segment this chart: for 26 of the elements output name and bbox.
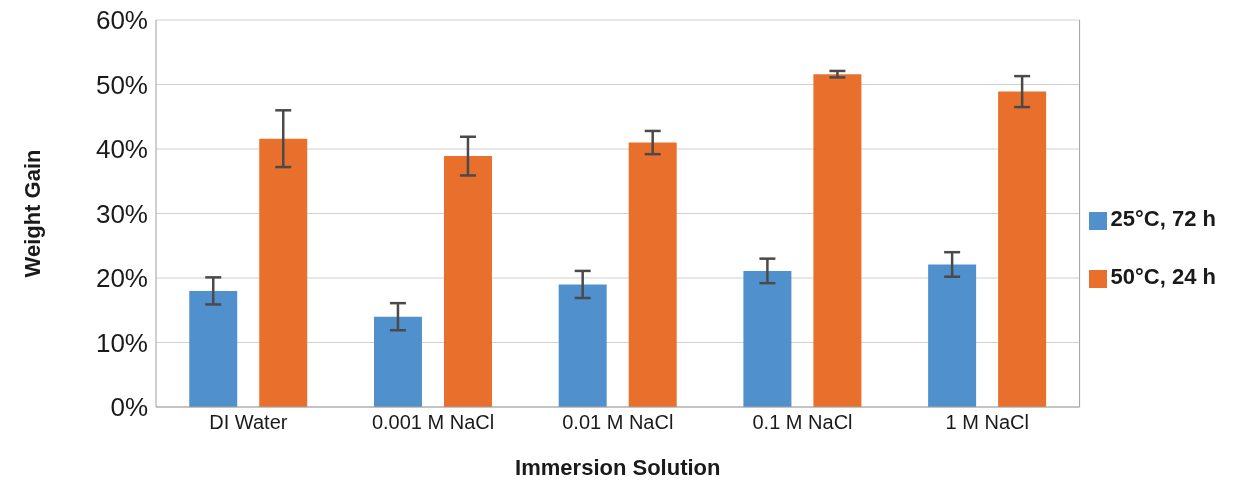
bar — [443, 156, 492, 407]
y-axis-title: Weight Gain — [19, 149, 45, 278]
x-tick-label: DI Water — [209, 411, 288, 434]
y-tick-label: 60% — [95, 5, 148, 36]
x-tick-label: 0.01 M NaCl — [562, 411, 674, 434]
bar — [998, 91, 1047, 407]
bar — [628, 142, 677, 407]
bar — [558, 284, 607, 407]
x-tick-label: 1 M NaCl — [945, 411, 1029, 434]
y-tick-label: 0% — [110, 392, 148, 423]
bar — [813, 74, 862, 407]
bar — [189, 290, 238, 407]
y-tick-label: 40% — [95, 134, 148, 165]
y-tick-label: 50% — [95, 69, 148, 100]
bar — [928, 264, 977, 407]
y-tick-label: 10% — [95, 327, 148, 358]
x-tick-label: 0.001 M NaCl — [371, 411, 495, 434]
bar — [373, 316, 422, 407]
y-tick-label: 20% — [95, 263, 148, 294]
bar — [743, 270, 792, 407]
x-axis-title: Immersion Solution — [515, 455, 721, 480]
legend-label: 25°C, 72 h — [1110, 205, 1216, 231]
bar — [259, 138, 308, 407]
y-tick-label: 30% — [95, 198, 148, 229]
legend-label: 50°C, 24 h — [1110, 263, 1216, 289]
x-tick-label: 0.1 M NaCl — [752, 411, 853, 434]
